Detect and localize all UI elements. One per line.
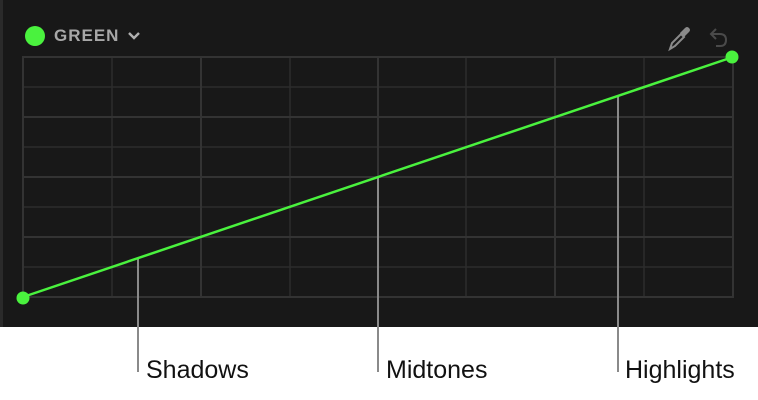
green-curve[interactable]: [22, 55, 734, 299]
channel-label: GREEN: [54, 26, 120, 45]
channel-color-swatch: [25, 26, 45, 46]
callout-lines: [137, 96, 619, 372]
chevron-down-icon[interactable]: [127, 31, 141, 41]
eyedropper-icon[interactable]: [668, 27, 690, 52]
highlights-label: Highlights: [625, 356, 735, 384]
curve-point-white[interactable]: [725, 50, 739, 64]
undo-icon[interactable]: [709, 28, 728, 47]
midtones-label: Midtones: [386, 356, 488, 384]
curve-point-black[interactable]: [16, 291, 30, 305]
shadows-label: Shadows: [146, 356, 249, 384]
channel-selector[interactable]: GREEN: [25, 26, 141, 46]
